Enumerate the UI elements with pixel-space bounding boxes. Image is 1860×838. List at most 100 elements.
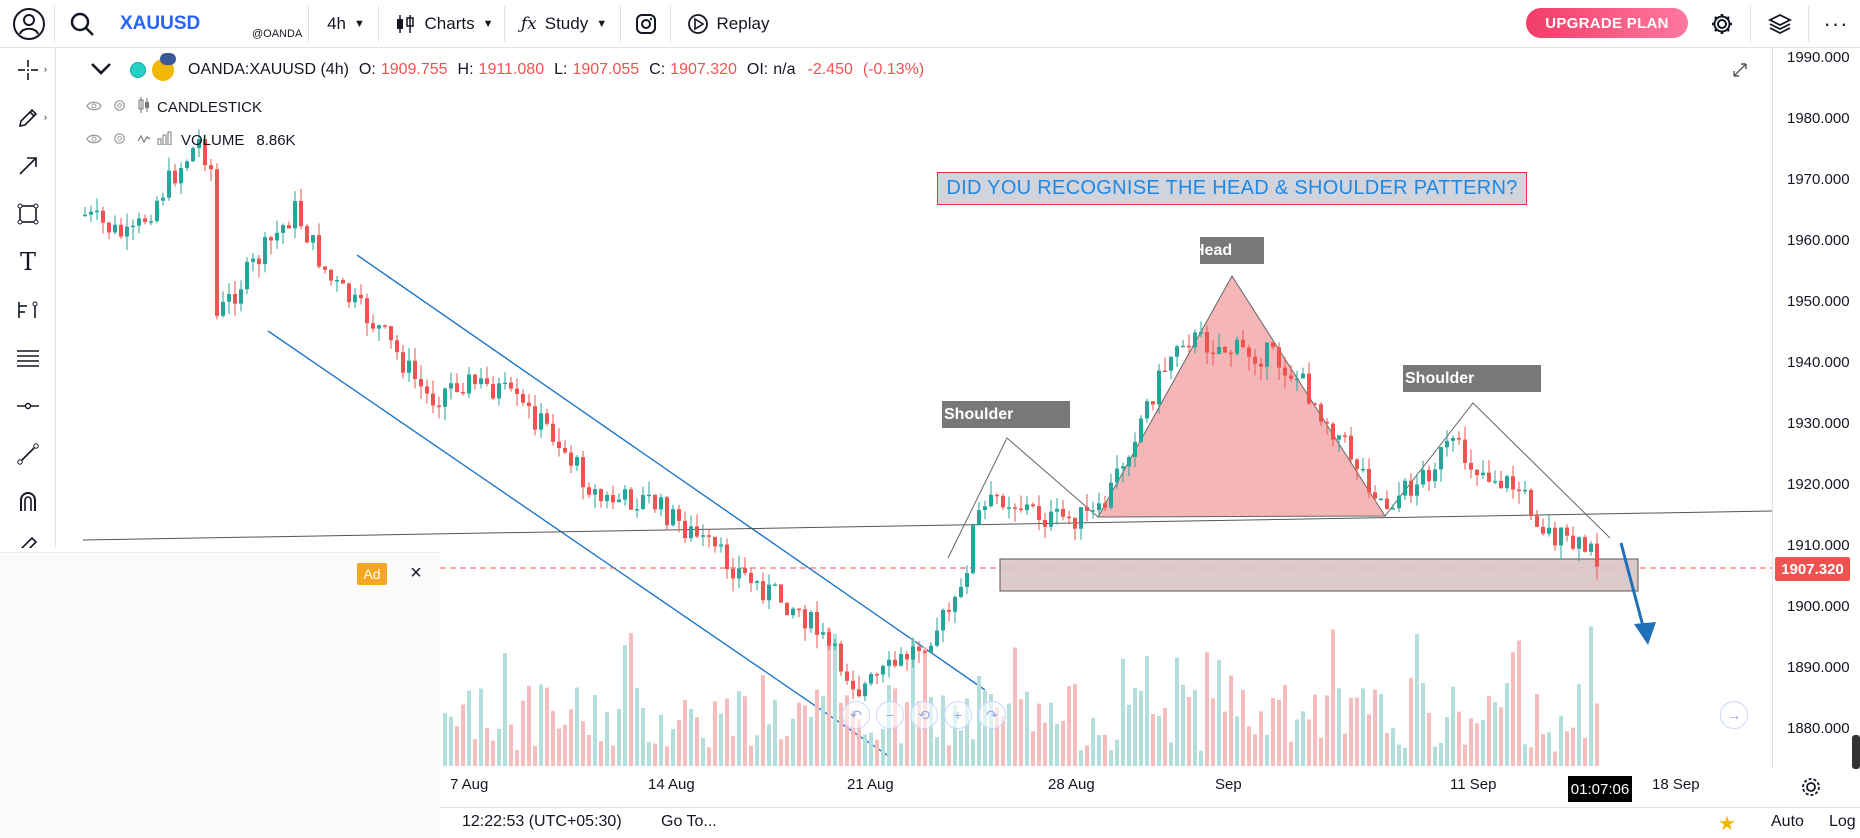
candle-body (1571, 535, 1575, 549)
head-triangle[interactable] (1097, 275, 1386, 518)
horizontal-line-icon[interactable] (0, 386, 55, 426)
study-dropdown[interactable]: ƒx Study ▼ (520, 14, 608, 34)
star-icon[interactable]: ★ (1718, 813, 1736, 835)
volume-bar (959, 730, 963, 766)
gear-icon[interactable] (1702, 0, 1742, 48)
pattern-question-label[interactable]: DID YOU RECOGNISE THE HEAD & SHOULDER PA… (937, 172, 1527, 205)
clock[interactable]: 12:22:53 (UTC+05:30) (462, 813, 622, 830)
replay-button[interactable]: Replay (678, 0, 778, 48)
redo-icon[interactable]: ↷ (978, 701, 1006, 729)
goto-button[interactable]: Go To... (661, 813, 717, 830)
search-icon[interactable] (62, 0, 102, 48)
candle-body (383, 325, 387, 327)
candle-body (941, 609, 945, 631)
candle-body (1199, 331, 1203, 334)
time-scale[interactable]: 7 Aug 14 Aug 21 Aug 28 Aug Sep 11 Sep 18… (440, 768, 1772, 802)
eye-icon[interactable] (86, 99, 102, 116)
magnet-icon[interactable] (0, 482, 55, 522)
channel-lower-line[interactable] (267, 330, 891, 758)
channel-upper-line[interactable] (356, 254, 986, 691)
gear-icon[interactable] (1796, 772, 1826, 802)
instagram-icon[interactable] (626, 0, 666, 48)
price-label: 1990.000 (1787, 49, 1850, 66)
candle-body (1505, 476, 1509, 489)
neckline[interactable] (82, 510, 1772, 541)
undo-icon[interactable]: ↶ (842, 701, 870, 729)
arrow-icon[interactable] (0, 146, 55, 186)
candle-body (1307, 373, 1311, 404)
upgrade-plan-button[interactable]: UPGRADE PLAN (1526, 8, 1688, 38)
candle-body (353, 294, 357, 303)
ad-panel[interactable] (0, 552, 440, 838)
volume-bar (779, 739, 783, 766)
log-scale-button[interactable]: Log (1829, 813, 1856, 830)
crosshair-icon[interactable]: › (0, 50, 55, 90)
interval-dropdown[interactable]: 4h ▼ (327, 14, 365, 33)
settings-icon[interactable] (112, 131, 127, 150)
price-label: 1980.000 (1787, 110, 1850, 127)
fib-icon[interactable] (0, 290, 55, 330)
candle-body (833, 643, 837, 646)
settings-icon[interactable] (112, 98, 127, 117)
down-arrow[interactable] (1619, 542, 1646, 631)
volume-bar (797, 702, 801, 766)
support-zone[interactable] (999, 558, 1639, 592)
volume-bar (1037, 703, 1041, 766)
volume-bar (647, 741, 651, 766)
symbol-name[interactable]: XAUUSD (120, 13, 201, 34)
right-shoulder-label[interactable]: Shoulder (1403, 365, 1541, 392)
left-shoulder-lines[interactable] (947, 437, 1099, 559)
candle-body (1085, 507, 1089, 511)
close-ad-button[interactable]: × (410, 561, 422, 584)
head-label[interactable]: Head (1200, 237, 1264, 264)
left-shoulder-label[interactable]: Shoulder (942, 401, 1070, 428)
volume-bar (821, 696, 825, 766)
indicator-volume[interactable]: VOLUME 8.86K (86, 128, 296, 152)
candle-body (599, 489, 603, 502)
pencil-icon[interactable]: › (0, 98, 55, 138)
more-icon[interactable]: ··· (1823, 11, 1849, 36)
exchange-label: @OANDA (252, 28, 303, 40)
candle-body (1241, 339, 1245, 348)
zoom-in-icon[interactable]: + (944, 701, 972, 729)
candle-body (221, 301, 225, 316)
volume-bar (1019, 699, 1023, 766)
candle-body (1373, 492, 1377, 499)
candle-body (1313, 403, 1317, 406)
volume-bar (1541, 733, 1545, 766)
scroll-right-icon[interactable]: → (1720, 701, 1748, 729)
candle-body (89, 211, 93, 215)
zoom-out-icon[interactable]: − (876, 701, 904, 729)
collapse-legend-icon[interactable] (90, 60, 112, 81)
candle-body (1175, 346, 1179, 357)
right-shoulder-lines[interactable] (1384, 402, 1611, 539)
candle-body (1235, 339, 1239, 354)
fullscreen-icon[interactable] (1730, 60, 1754, 84)
volume-bar (1487, 695, 1491, 766)
trend-line-icon[interactable] (0, 434, 55, 474)
candle-body (839, 643, 843, 672)
eye-icon[interactable] (86, 132, 102, 149)
price-chart[interactable] (57, 48, 1772, 808)
indicator-candlestick[interactable]: CANDLESTICK (86, 95, 262, 119)
lines-icon[interactable] (0, 338, 55, 378)
reset-view-icon[interactable]: ⟲ (910, 701, 938, 729)
auto-scale-button[interactable]: Auto (1771, 813, 1804, 830)
volume-bar (671, 729, 675, 766)
candle-body (1295, 378, 1299, 380)
user-icon[interactable] (6, 0, 52, 48)
price-scale[interactable]: 1990.000 1980.000 1970.000 1960.000 1950.000… (1772, 48, 1860, 768)
candle-body (1265, 342, 1269, 367)
volume-bar (1325, 695, 1329, 766)
charts-dropdown[interactable]: Charts ▼ (388, 0, 500, 48)
candle-body (1091, 510, 1095, 512)
price-scale-scrollbar[interactable] (1852, 735, 1860, 769)
rectangle-icon[interactable] (0, 194, 55, 234)
layers-icon[interactable] (1760, 0, 1800, 48)
candle-body (1547, 527, 1551, 534)
candle-body (1103, 503, 1107, 508)
text-icon[interactable]: T (19, 248, 36, 276)
volume-bar (881, 729, 885, 766)
pencil-icon[interactable] (0, 526, 55, 548)
volume-bar (629, 633, 633, 766)
